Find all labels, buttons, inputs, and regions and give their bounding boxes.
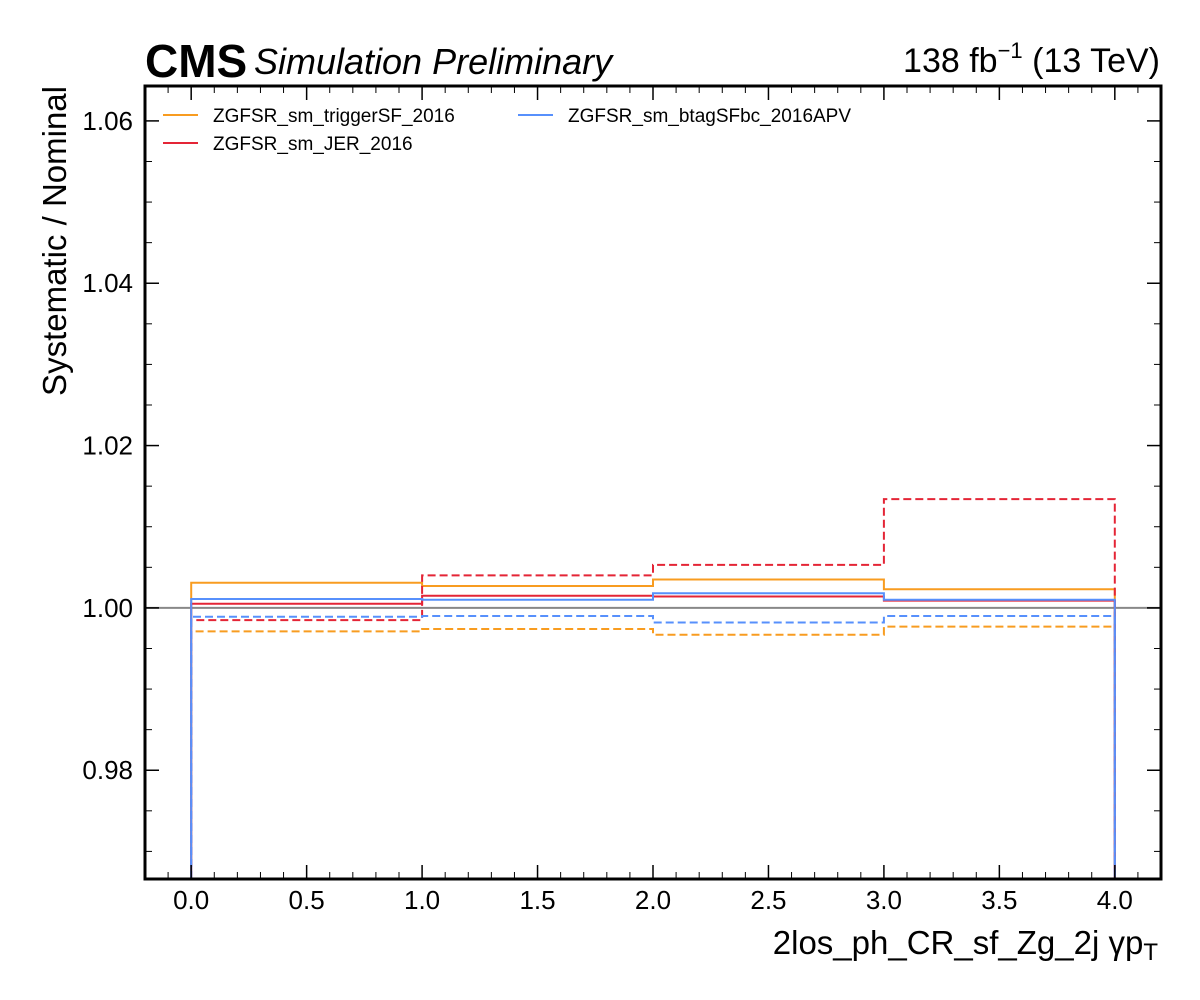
series-line-up-2 — [190, 594, 1116, 879]
x-tick-label: 2.0 — [635, 885, 671, 915]
status-label: Simulation Preliminary — [254, 41, 614, 82]
experiment-label: CMS — [145, 35, 247, 87]
x-tick-label: 0.5 — [289, 885, 325, 915]
series-line-down-5 — [190, 615, 1116, 879]
series-line-up-4 — [190, 592, 1116, 879]
x-axis-title: 2los_ph_CR_sf_Zg_2j γpT — [773, 924, 1159, 966]
legend: ZGFSR_sm_triggerSF_2016 ZGFSR_sm_JER_2016… — [163, 106, 851, 155]
plot-frame — [143, 84, 1163, 881]
series-layer — [190, 498, 1116, 879]
x-tick-label: 0.0 — [173, 885, 209, 915]
y-tick-label: 1.00 — [82, 593, 133, 623]
axis-ticks: 0.0 0.5 1.0 1.5 2.0 2.5 3.0 3.5 4.0 0.98 1.00 1.02 1… — [82, 86, 1161, 915]
legend-label: ZGFSR_sm_btagSFbc_2016APV — [568, 106, 851, 127]
y-tick-label: 1.06 — [82, 106, 133, 136]
series-line-down-3 — [190, 498, 1116, 879]
series-line-down-1 — [190, 625, 1116, 879]
x-tick-label: 1.5 — [519, 885, 555, 915]
x-tick-label: 3.0 — [866, 885, 902, 915]
legend-label: ZGFSR_sm_JER_2016 — [213, 134, 413, 155]
plot-area — [145, 498, 1161, 879]
x-tick-label: 1.0 — [404, 885, 440, 915]
x-tick-label: 2.5 — [750, 885, 786, 915]
x-tick-label: 3.5 — [981, 885, 1017, 915]
x-tick-label: 4.0 — [1097, 885, 1133, 915]
lumi-label: 138 fb−1 (13 TeV) — [903, 38, 1160, 80]
y-tick-label: 1.04 — [82, 268, 133, 298]
legend-label: ZGFSR_sm_triggerSF_2016 — [213, 106, 455, 127]
y-tick-label: 1.02 — [82, 431, 133, 461]
series-line-up-0 — [190, 578, 1116, 879]
y-tick-label: 0.98 — [82, 755, 133, 785]
y-axis-title: Systematic / Nominal — [36, 86, 73, 396]
